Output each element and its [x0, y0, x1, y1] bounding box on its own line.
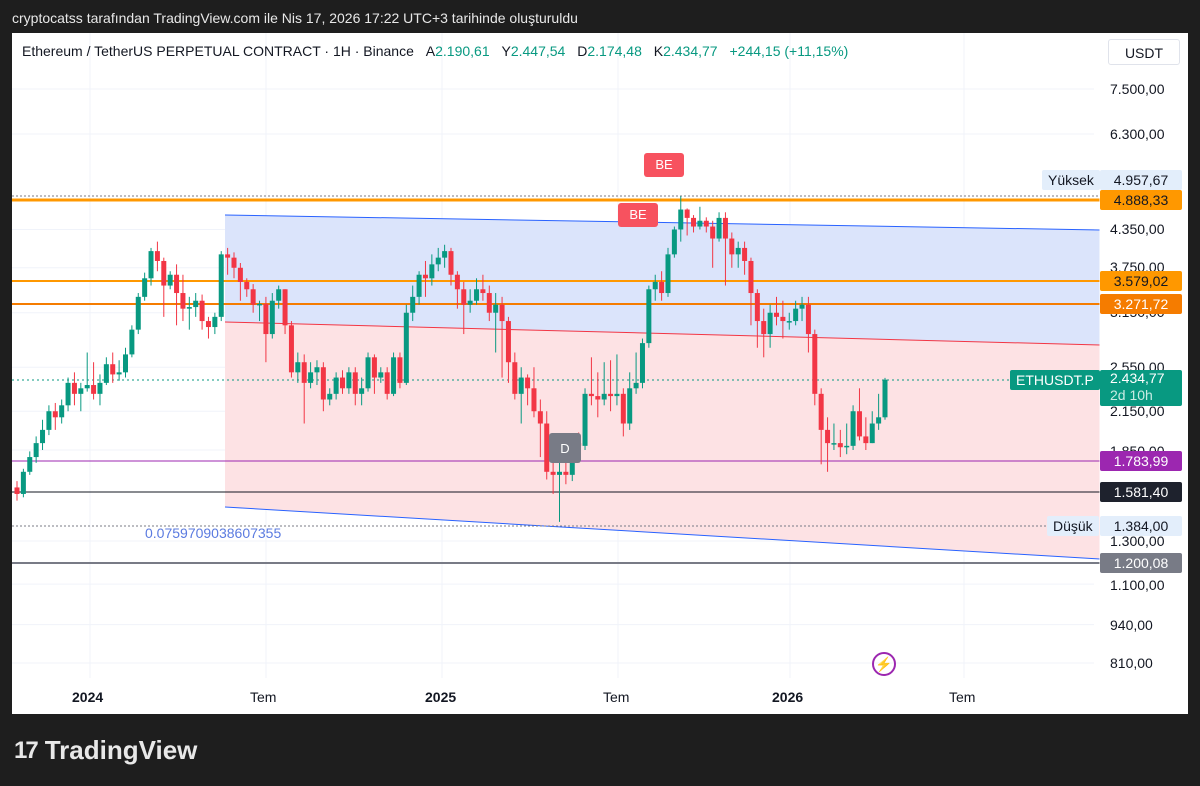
- level-tag-3579[interactable]: 3.579,02: [1100, 271, 1182, 291]
- y-tick: 1.100,00: [1110, 577, 1165, 593]
- level-tag-1200[interactable]: 1.200,08: [1100, 553, 1182, 573]
- close-label: K: [653, 43, 664, 59]
- high-price-tag: 4.957,67: [1100, 170, 1182, 190]
- high-value: 2.447,54: [510, 43, 566, 59]
- close-value: 2.434,77: [663, 43, 718, 59]
- open-label: A: [425, 43, 436, 59]
- price-plot[interactable]: [12, 33, 1188, 714]
- d-signal-marker[interactable]: D: [549, 433, 581, 463]
- level-tag-4888[interactable]: 4.888,33: [1100, 190, 1182, 210]
- low-label: D: [577, 43, 588, 59]
- symbol-title[interactable]: Ethereum / TetherUS PERPETUAL CONTRACT ·…: [22, 43, 414, 59]
- low-side-label: Düşük: [1047, 516, 1099, 536]
- change-value: +244,15 (+11,15%): [729, 43, 849, 59]
- be-signal-marker[interactable]: BE: [644, 153, 684, 177]
- y-tick: 940,00: [1110, 617, 1153, 633]
- x-tick: Tem: [603, 689, 630, 705]
- x-tick: 2026: [772, 689, 804, 705]
- high-label: Y: [501, 43, 511, 59]
- brand-name: TradingView: [44, 735, 198, 765]
- y-tick: 6.300,00: [1110, 126, 1165, 142]
- chart-legend: Ethereum / TetherUS PERPETUAL CONTRACT ·…: [22, 43, 848, 59]
- x-tick: 2025: [425, 689, 457, 705]
- d-label: D: [560, 441, 570, 456]
- y-tick: 1.300,00: [1110, 533, 1165, 549]
- tv-logo-icon: 17: [14, 736, 39, 764]
- y-tick: 810,00: [1110, 655, 1153, 671]
- x-tick: Tem: [949, 689, 976, 705]
- x-tick: Tem: [250, 689, 277, 705]
- last-price-tag: 2.434,77 2d 10h: [1100, 370, 1182, 406]
- be-signal-marker[interactable]: BE: [618, 203, 658, 227]
- bar-countdown: 2d 10h: [1110, 387, 1153, 403]
- open-value: 2.190,61: [435, 43, 490, 59]
- level-tag-1581[interactable]: 1.581,40: [1100, 482, 1182, 502]
- symbol-price-label: ETHUSDT.P: [1010, 370, 1100, 390]
- be-label: BE: [629, 207, 647, 222]
- high-side-label: Yüksek: [1042, 170, 1100, 190]
- x-tick: 2024: [72, 689, 104, 705]
- chart-caption: cryptocatss tarafından TradingView.com i…: [12, 10, 578, 26]
- last-price: 2.434,77: [1110, 370, 1165, 386]
- level-tag-3271[interactable]: 3.271,72: [1100, 294, 1182, 314]
- y-tick: 4.350,00: [1110, 221, 1165, 237]
- y-tick: 2.150,00: [1110, 403, 1165, 419]
- tradingview-logo: 17 TradingView: [14, 735, 197, 766]
- low-value: 2.174,48: [587, 43, 642, 59]
- be-label: BE: [655, 157, 673, 172]
- level-tag-1783[interactable]: 1.783,99: [1100, 451, 1182, 471]
- low-price-tag: 1.384,00: [1100, 516, 1182, 536]
- lightning-event-icon[interactable]: ⚡: [872, 652, 896, 676]
- channel-ratio-text: 0.0759709038607355: [145, 525, 282, 541]
- currency-button[interactable]: USDT: [1108, 39, 1180, 65]
- y-tick: 7.500,00: [1110, 81, 1165, 97]
- chart-panel[interactable]: Ethereum / TetherUS PERPETUAL CONTRACT ·…: [12, 33, 1188, 714]
